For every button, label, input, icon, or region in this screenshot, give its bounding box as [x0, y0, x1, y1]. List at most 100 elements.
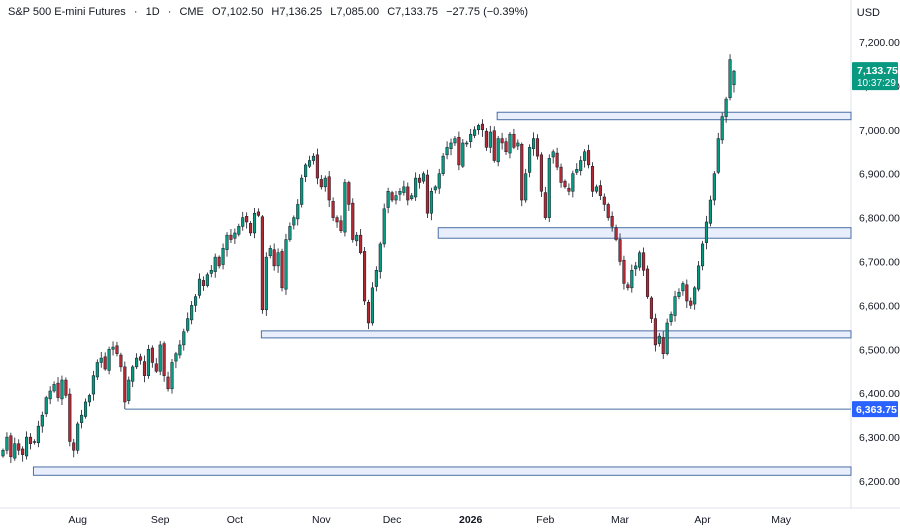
candle-body [366, 302, 371, 324]
candle-body [378, 243, 382, 272]
candle-body [52, 384, 56, 392]
candle-body [60, 379, 64, 400]
candle-body [158, 344, 162, 372]
candle [119, 352, 123, 372]
candle [461, 139, 465, 168]
time-tick-label: Aug [68, 514, 87, 526]
candle [708, 195, 712, 227]
candle-body [657, 335, 661, 344]
candle-body [469, 133, 473, 142]
candle-body [95, 362, 99, 378]
close-value: C7,133.75 [387, 6, 438, 18]
candle-body [359, 234, 363, 253]
candle [398, 188, 402, 201]
candle-body [673, 296, 677, 316]
time-tick-label: Nov [312, 514, 331, 526]
candle [72, 438, 76, 458]
candle-body [339, 220, 343, 232]
candle-body [398, 191, 402, 195]
candle [649, 296, 654, 323]
candle-body [76, 423, 80, 451]
candle-body [429, 191, 433, 214]
candle [300, 174, 304, 208]
candle [40, 411, 44, 433]
candle [433, 185, 437, 194]
candle [579, 156, 583, 176]
candle-body [276, 252, 280, 267]
candle [260, 214, 264, 314]
candle [724, 96, 728, 123]
symbol-name[interactable]: S&P 500 E-mini Futures [8, 6, 126, 18]
interval-label[interactable]: 1D [145, 6, 160, 18]
candle-body [610, 216, 614, 227]
candle [217, 255, 221, 269]
candle-body [1, 450, 5, 457]
candle [339, 215, 343, 233]
candle [532, 132, 536, 156]
candle [700, 240, 705, 271]
candle [296, 199, 300, 226]
candle [445, 141, 449, 160]
candle [590, 162, 595, 197]
currency-label[interactable]: USD [856, 7, 880, 19]
candle [87, 393, 92, 407]
candle [374, 266, 378, 292]
candle-body [56, 382, 60, 398]
candle-body [406, 186, 410, 201]
candle [32, 439, 36, 445]
candle [233, 228, 237, 244]
candle [150, 345, 154, 368]
candle [166, 371, 170, 392]
candle [693, 286, 697, 310]
candle [225, 232, 229, 257]
candle-body [669, 313, 673, 322]
candle [268, 245, 272, 259]
candle-body [139, 356, 143, 361]
candle-body [685, 284, 689, 302]
candle [685, 279, 689, 309]
candle [673, 290, 677, 322]
candle [665, 318, 669, 356]
candle [716, 132, 720, 175]
candle [642, 247, 646, 276]
candle [583, 149, 587, 168]
open-value: O7,102.50 [211, 6, 264, 18]
candle [111, 341, 115, 356]
candle-body [528, 147, 532, 173]
candle [103, 352, 107, 371]
candle-body [665, 322, 669, 354]
candle-body [693, 287, 697, 305]
candle-body [708, 199, 712, 224]
candle [256, 208, 260, 218]
candle-body [83, 401, 88, 417]
price-tick-label: 6,200.00 [859, 476, 900, 488]
candle-body [461, 142, 465, 167]
exchange-label: CME [179, 6, 204, 18]
time-tick-label: Mar [611, 514, 630, 526]
candle [178, 340, 182, 359]
candle-body [107, 349, 111, 371]
candle-body [150, 347, 154, 363]
candle-body [618, 239, 622, 262]
candle [201, 276, 205, 291]
candle [182, 328, 186, 351]
candle-body [182, 331, 186, 346]
candle [653, 313, 657, 352]
candle-body [465, 142, 469, 145]
candle [720, 112, 724, 144]
candle [83, 398, 88, 419]
candle [669, 311, 673, 326]
candle [575, 163, 579, 176]
candle-body [535, 138, 540, 157]
candle-body [284, 239, 288, 290]
high-value: H7,136.25 [271, 6, 323, 18]
candle [449, 138, 453, 156]
candle [292, 215, 296, 230]
candle-body [410, 195, 414, 199]
time-axis: Aug Sep Oct Nov Dec 2026 Feb Mar Apr May [68, 514, 791, 526]
candle-body [99, 357, 103, 363]
candle [508, 131, 512, 159]
candle [194, 293, 198, 312]
candle [355, 232, 359, 247]
